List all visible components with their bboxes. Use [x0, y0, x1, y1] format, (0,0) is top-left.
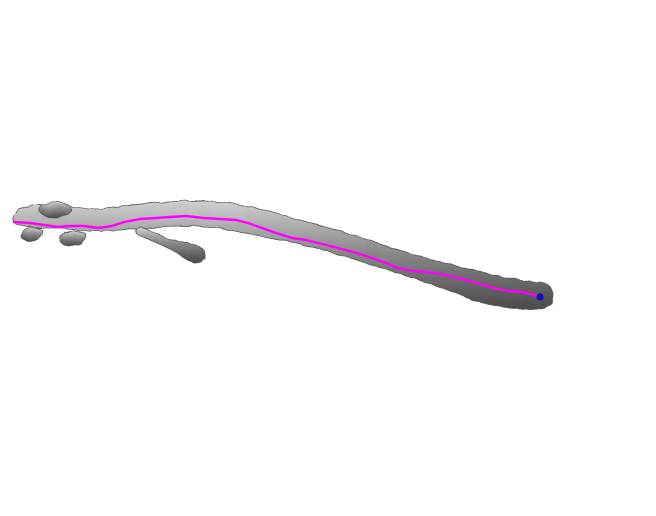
vessel-branch-lower-left [59, 230, 87, 247]
centerline-path [12, 214, 542, 299]
vessel-branch-upper [39, 201, 72, 219]
vessel-branch-left-tip [20, 226, 43, 242]
endpoint-marker [536, 293, 544, 301]
vessel-branch-descending [135, 225, 206, 263]
vessel-main-segment [12, 200, 554, 310]
